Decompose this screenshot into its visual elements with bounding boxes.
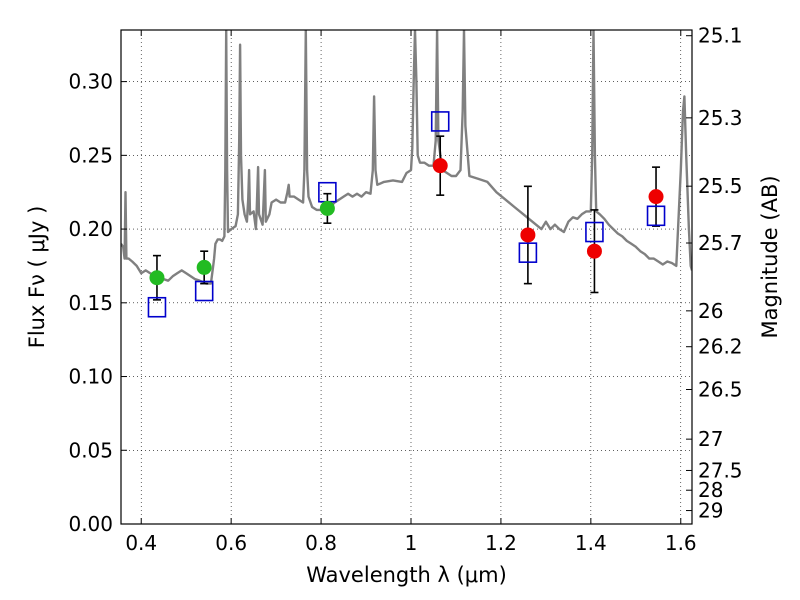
x-tick-label: 1.6 [665,531,697,555]
model-photometry-square [147,296,167,318]
x-tick-label: 1.4 [575,531,607,555]
y2-tick-label: 26.5 [698,378,743,402]
y-tick-label: 0.20 [68,217,113,241]
red-data-point [648,189,664,205]
model-photometry-square [585,221,604,243]
green-data-point [196,259,212,275]
model-spectrum-line [121,30,692,285]
plot-frame [120,29,693,525]
y2-tick-label: 25.1 [698,24,743,48]
x-axis-label: Wavelength λ (μm) [306,563,507,587]
y2-tick-label: 26.2 [698,335,743,359]
red-data-point [432,158,448,174]
y2-tick-label: 25.5 [698,174,743,198]
y2-tick-label: 25.3 [698,106,743,130]
tick-layer: 0.4 0.6 0.8 1 1.2 1.4 1.6 0.00 0.05 0.10 0.15 0.20 0… [68,24,742,555]
model-photometry-square [518,242,538,263]
y2-tick-label: 27 [698,427,723,451]
y-tick-label: 0.30 [68,70,113,94]
y2-tick-label: 28 [698,478,723,502]
x-tick-label: 0.6 [215,531,247,555]
y2-tick-label: 29 [698,499,723,523]
y-tick-label: 0.05 [68,438,113,462]
x-tick-label: 1 [405,531,418,555]
y2-tick-label: 26 [698,299,723,323]
model-photometry-square [194,280,214,302]
green-data-point [319,200,335,216]
x-tick-label: 0.8 [305,531,337,555]
data-layer [121,30,692,285]
y2-tick-label: 25.7 [698,231,743,255]
y-tick-label: 0.15 [68,291,113,315]
plot-background [121,30,692,524]
y-tick-label: 0.10 [68,365,113,389]
x-tick-label: 0.4 [125,531,157,555]
model-photometry-square [430,111,450,132]
marker-layer [147,111,666,318]
y-tick-label: 0.25 [68,143,113,167]
y-tick-label: 0.00 [68,512,113,536]
green-data-point [149,270,165,286]
y2-axis-label: Magnitude (AB) [758,175,782,338]
red-data-point [586,243,602,259]
y-axis-label: Flux Fν ( μJy ) [25,206,49,349]
y2-tick-label: 27.5 [698,458,743,482]
red-data-point [520,227,536,243]
x-tick-label: 1.2 [485,531,517,555]
model-photometry-square [646,205,666,227]
